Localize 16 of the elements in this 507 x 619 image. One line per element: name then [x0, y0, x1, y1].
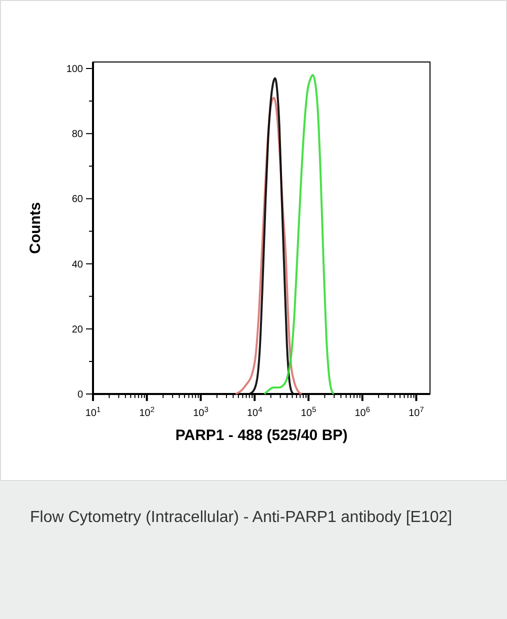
- x-tick-label: 10$^{3}$: [193, 404, 208, 419]
- x-tick-label: 10$^{4}$: [246, 404, 262, 419]
- y-tick-label: 40: [72, 259, 84, 270]
- x-tick-label: 10$^{2}$: [139, 404, 155, 419]
- y-tick-label: 0: [77, 390, 84, 400]
- y-tick-label: 80: [72, 129, 84, 140]
- y-tick-label: 60: [72, 194, 84, 206]
- y-axis-title: Counts: [27, 202, 44, 254]
- text: Flow Cytometry (Intracellular) - Anti-PARP1 antibody [E102]: [30, 508, 454, 528]
- x-tick-label: 10$^{6}$: [354, 404, 370, 419]
- x-axis-title: PARP1 - 488 (525/40 BP): [175, 427, 348, 444]
- y-tick-label: 100: [66, 64, 84, 76]
- x-tick-label: 10$^{1}$: [85, 404, 101, 419]
- y-tick-label: 20: [72, 324, 84, 336]
- x-tick-label: 10$^{5}$: [300, 404, 316, 419]
- x-tick-label: 10$^{7}$: [408, 404, 424, 419]
